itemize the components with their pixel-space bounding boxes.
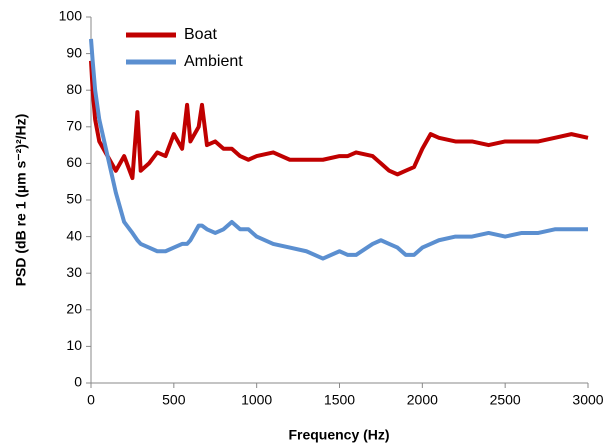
y-tick-label: 30 bbox=[66, 264, 82, 280]
y-tick-label: 20 bbox=[66, 301, 82, 317]
series-line bbox=[89, 60, 589, 181]
x-axis-label: Frequency (Hz) bbox=[288, 427, 389, 443]
y-tick-label: 80 bbox=[66, 81, 82, 97]
x-tick-label: 1000 bbox=[241, 392, 272, 408]
series-line bbox=[89, 38, 588, 261]
y-tick-label: 100 bbox=[59, 8, 83, 24]
x-tick-label: 1500 bbox=[324, 392, 355, 408]
legend-label: Boat bbox=[184, 26, 217, 43]
y-tick-label: 0 bbox=[74, 374, 82, 390]
x-tick-label: 2000 bbox=[407, 392, 438, 408]
x-tick-label: 500 bbox=[162, 392, 186, 408]
y-tick-label: 70 bbox=[66, 118, 82, 134]
y-tick-label: 60 bbox=[66, 154, 82, 170]
x-tick-label: 3000 bbox=[572, 392, 603, 408]
y-tick-label: 40 bbox=[66, 227, 82, 243]
legend-label: Ambient bbox=[184, 53, 243, 70]
y-tick-label: 90 bbox=[66, 44, 82, 60]
y-tick-label: 10 bbox=[66, 337, 82, 353]
y-axis-label: PSD (dB re 1 (µm s⁻²)²/Hz) bbox=[13, 114, 29, 287]
x-tick-label: 0 bbox=[87, 392, 95, 408]
x-tick-label: 2500 bbox=[490, 392, 521, 408]
y-tick-label: 50 bbox=[66, 191, 82, 207]
